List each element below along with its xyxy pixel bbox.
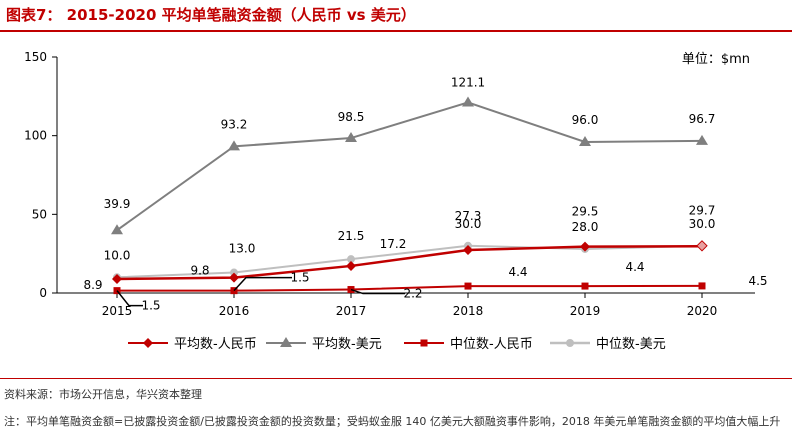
data-label: 4.5 [748, 274, 767, 288]
data-label: 21.5 [338, 229, 365, 243]
data-point [112, 273, 122, 284]
x-tick-label: 2020 [687, 304, 718, 318]
data-label: 17.2 [380, 237, 407, 251]
title-divider [0, 30, 792, 32]
data-label: 39.9 [104, 197, 131, 211]
data-label: 28.0 [572, 220, 599, 234]
data-point [464, 282, 472, 290]
series-line [116, 244, 703, 279]
data-label: 30.0 [689, 217, 716, 231]
data-point [579, 135, 591, 146]
data-label: 13.0 [229, 242, 256, 256]
chart-title: 图表7： 2015-2020 平均单笔融资金额（人民币 vs 美元） [6, 6, 416, 24]
footer-divider [0, 378, 792, 379]
series-line [116, 245, 703, 281]
source-text: 资料来源：市场公开信息，华兴资本整理 [4, 388, 202, 401]
data-label: 9.8 [190, 264, 209, 278]
legend-marker [566, 339, 574, 347]
x-tick-label: 2015 [102, 304, 133, 318]
data-point [111, 224, 123, 235]
data-point [230, 268, 238, 277]
legend-label: 平均数-美元 [312, 337, 382, 352]
series-line [116, 101, 703, 232]
data-point-highlight [696, 240, 708, 252]
data-label: 10.0 [104, 248, 131, 262]
data-point [228, 140, 240, 151]
data-label: 27.3 [455, 209, 482, 223]
y-tick-label: 150 [24, 50, 47, 64]
series-line [117, 284, 703, 292]
note-text: 注：平均单笔融资金额=已披露投资金额/已披露投资金额的投资数量；受蚂蚁金服 14… [4, 415, 781, 428]
legend-label: 中位数-人民币 [450, 337, 533, 352]
legend-label: 平均数-人民币 [174, 337, 257, 352]
legend-marker [420, 339, 428, 347]
data-label: 98.5 [338, 110, 365, 124]
data-label: 29.7 [689, 203, 716, 217]
data-point [462, 96, 474, 107]
data-point [347, 255, 355, 264]
y-tick-label: 100 [24, 129, 47, 143]
data-label: 93.2 [221, 117, 248, 131]
data-label: 121.1 [451, 75, 485, 89]
x-tick-label: 2018 [453, 304, 484, 318]
data-label: 96.7 [689, 112, 716, 126]
y-tick-label: 0 [39, 286, 47, 300]
data-point [463, 245, 473, 256]
data-point [581, 282, 589, 290]
data-point [696, 134, 708, 145]
legend-marker [143, 338, 153, 348]
leader-line [233, 276, 292, 292]
data-label: 1.5 [290, 271, 309, 285]
data-label: 2.2 [403, 287, 422, 301]
x-tick-label: 2016 [219, 304, 250, 318]
data-point [345, 132, 357, 143]
data-point [229, 272, 239, 283]
data-label: 4.4 [625, 260, 644, 274]
data-label: 29.5 [572, 205, 599, 219]
data-label: 8.9 [83, 278, 102, 292]
leader-line [350, 288, 405, 295]
data-point [698, 282, 706, 290]
data-label: 96.0 [572, 113, 599, 127]
x-tick-label: 2019 [570, 304, 601, 318]
data-label: 1.5 [141, 299, 160, 313]
data-label: 30.0 [455, 217, 482, 231]
x-tick-label: 2017 [336, 304, 367, 318]
legend-marker [280, 337, 292, 347]
y-tick-label: 50 [32, 207, 47, 221]
legend-label: 中位数-美元 [596, 337, 666, 352]
leader-line [116, 290, 143, 307]
unit-label: 单位：$mn [681, 52, 750, 67]
data-point [580, 241, 590, 252]
data-point [346, 260, 356, 271]
data-label: 4.4 [508, 265, 527, 279]
